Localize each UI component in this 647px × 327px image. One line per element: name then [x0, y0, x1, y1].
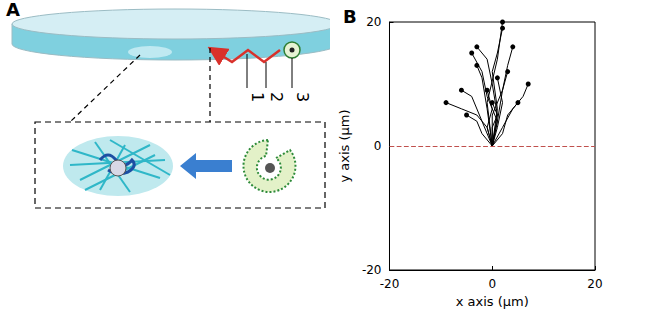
svg-text:3: 3	[293, 92, 312, 102]
svg-text:x axis (μm): x axis (μm)	[456, 294, 529, 309]
svg-text:20: 20	[366, 15, 381, 29]
svg-text:20: 20	[587, 277, 602, 291]
svg-text:-20: -20	[380, 277, 400, 291]
svg-text:y axis (μm): y axis (μm)	[337, 109, 352, 182]
svg-text:1: 1	[248, 92, 267, 102]
svg-text:0: 0	[374, 139, 382, 153]
svg-text:0: 0	[488, 277, 496, 291]
svg-text:B: B	[343, 6, 357, 27]
svg-text:2: 2	[267, 92, 286, 102]
svg-text:-20: -20	[362, 263, 382, 277]
svg-text:A: A	[6, 0, 20, 20]
